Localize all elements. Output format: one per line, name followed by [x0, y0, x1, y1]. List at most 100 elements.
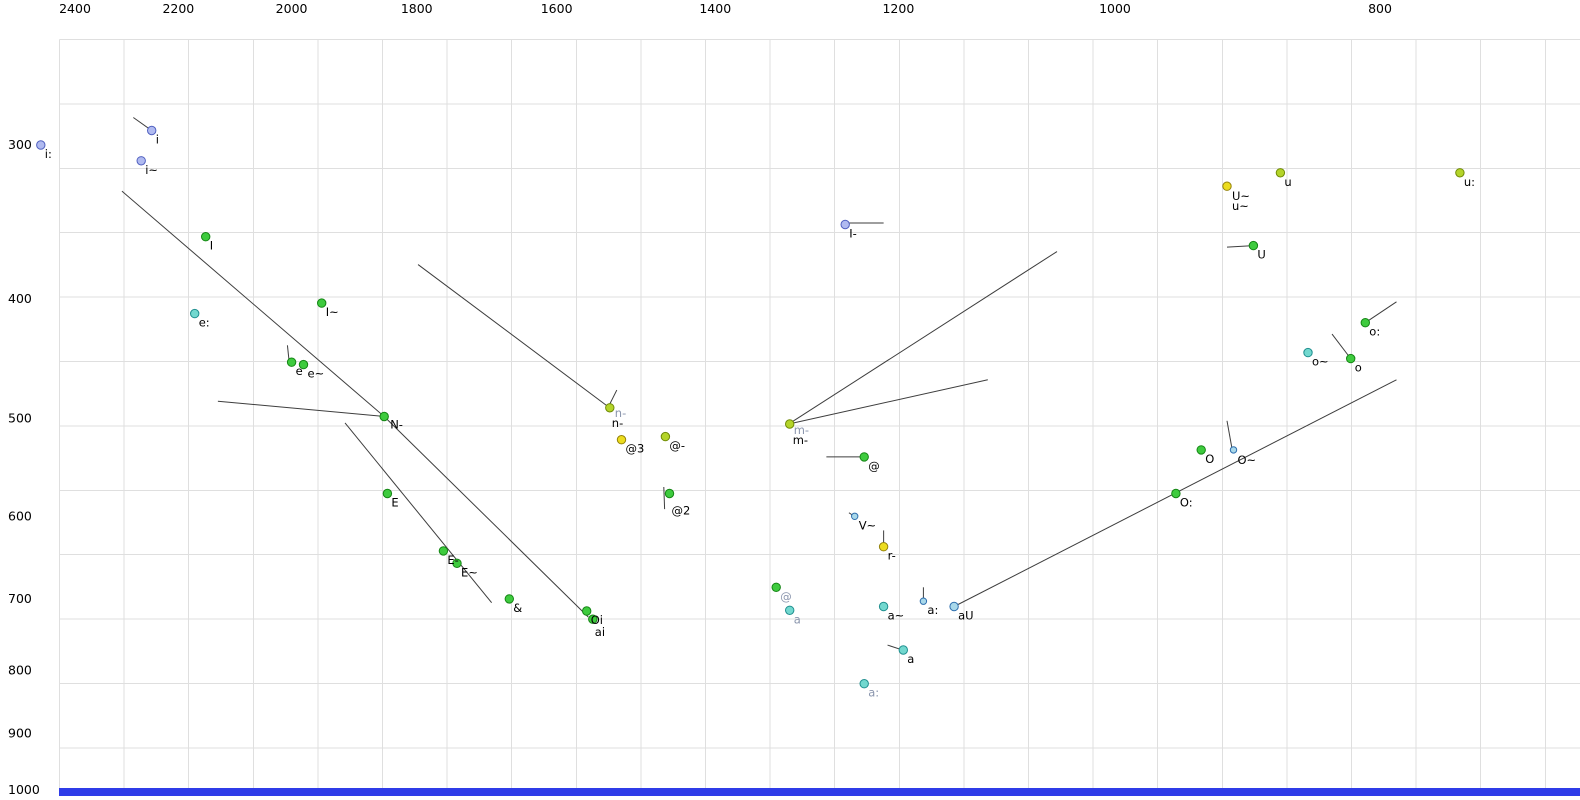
data-point	[605, 403, 615, 413]
point-label: a	[907, 652, 914, 666]
data-point	[1303, 347, 1313, 358]
point-label: Oi	[591, 613, 603, 627]
data-point	[949, 601, 959, 612]
point-label: a:	[927, 603, 938, 617]
data-point	[379, 411, 389, 422]
data-point	[660, 431, 671, 442]
data-point	[1222, 181, 1232, 191]
point-label: @-	[669, 439, 685, 453]
x-tick-label: 2200	[162, 1, 194, 16]
point-label: I-	[849, 227, 857, 241]
y-tick-label: 400	[8, 291, 32, 306]
y-tick-label: 1000	[8, 782, 40, 797]
connector-line	[383, 416, 589, 618]
y-tick-label: 800	[8, 662, 32, 677]
data-point	[201, 232, 211, 242]
point-label: m-	[793, 433, 808, 447]
data-point	[859, 679, 869, 689]
data-point	[1196, 445, 1206, 455]
point-label: @2	[672, 504, 691, 518]
data-point	[785, 605, 795, 615]
y-tick-label: 900	[8, 726, 32, 741]
point-label: e~	[308, 367, 325, 381]
y-tick-label: 500	[8, 411, 32, 426]
point-label: V~	[859, 518, 877, 532]
point-label: O~	[1238, 453, 1257, 467]
data-point	[382, 488, 393, 499]
connector-line	[788, 251, 1058, 425]
data-points	[36, 125, 1465, 689]
connector-lines	[121, 117, 1397, 651]
point-label: o	[1355, 361, 1362, 375]
data-point	[286, 357, 297, 367]
point-label: O:	[1180, 496, 1193, 510]
y-tick-label: 700	[8, 591, 32, 606]
point-label: E-	[447, 553, 458, 567]
connector-line	[121, 190, 385, 417]
x-tick-label: 1800	[401, 1, 433, 16]
point-label: @3	[626, 442, 645, 456]
x-tick-label: 2400	[59, 1, 91, 16]
data-point	[504, 594, 514, 604]
x-tick-label: 800	[1368, 1, 1392, 16]
data-point	[898, 645, 908, 655]
point-label: i~	[145, 163, 158, 177]
data-point	[317, 298, 327, 308]
point-label: a:	[868, 686, 879, 700]
connector-line	[217, 400, 385, 418]
point-label: U	[1257, 248, 1265, 262]
point-label: E	[391, 496, 398, 510]
connector-line	[417, 264, 609, 408]
point-label: a~	[888, 609, 905, 623]
connector-line	[663, 486, 666, 510]
point-label: u~	[1232, 199, 1249, 213]
x-axis-ticks: 2400 2200 2000 1800 1600 1400 1200 1000 800	[59, 1, 1392, 16]
data-point	[785, 419, 795, 429]
data-point	[1346, 353, 1356, 364]
data-point	[190, 308, 200, 319]
data-point	[452, 558, 462, 568]
data-point	[919, 597, 928, 605]
data-point	[582, 606, 592, 616]
data-point	[1171, 488, 1181, 499]
connector-line	[1331, 333, 1352, 359]
point-label: E~	[461, 565, 478, 579]
connector-line	[344, 422, 493, 604]
connector-line	[788, 379, 988, 425]
point-label: U~	[1232, 189, 1250, 203]
connector-line	[1365, 301, 1397, 324]
x-tick-label: 2000	[276, 1, 308, 16]
point-label: u	[1284, 175, 1291, 189]
point-label: u:	[1464, 175, 1475, 189]
point-label: n-	[612, 416, 623, 430]
data-point	[1248, 240, 1259, 251]
point-label: i	[156, 133, 159, 147]
y-axis-ticks: 300 400 500 600 700 800 900 1000	[8, 137, 40, 797]
point-label: @	[780, 589, 792, 603]
point-label: r-	[888, 549, 896, 563]
point-label: @	[868, 459, 880, 473]
x-tick-label: 1000	[1099, 1, 1131, 16]
point-label: ai	[595, 625, 605, 639]
y-tick-label: 300	[8, 137, 32, 152]
point-label: e	[296, 364, 303, 378]
data-point	[616, 435, 627, 445]
x-tick-label: 1400	[699, 1, 731, 16]
data-point	[878, 542, 889, 552]
point-label: e:	[199, 316, 210, 330]
point-label: o:	[1369, 325, 1380, 339]
data-point	[840, 219, 850, 230]
data-point	[298, 359, 309, 370]
data-point	[1360, 318, 1371, 328]
data-point	[859, 452, 869, 462]
point-label: &	[513, 601, 522, 615]
point-label: N-	[390, 418, 403, 432]
x-tick-label: 1600	[541, 1, 573, 16]
connector-line	[608, 389, 618, 406]
point-label: i:	[45, 147, 52, 161]
data-point	[664, 488, 675, 499]
